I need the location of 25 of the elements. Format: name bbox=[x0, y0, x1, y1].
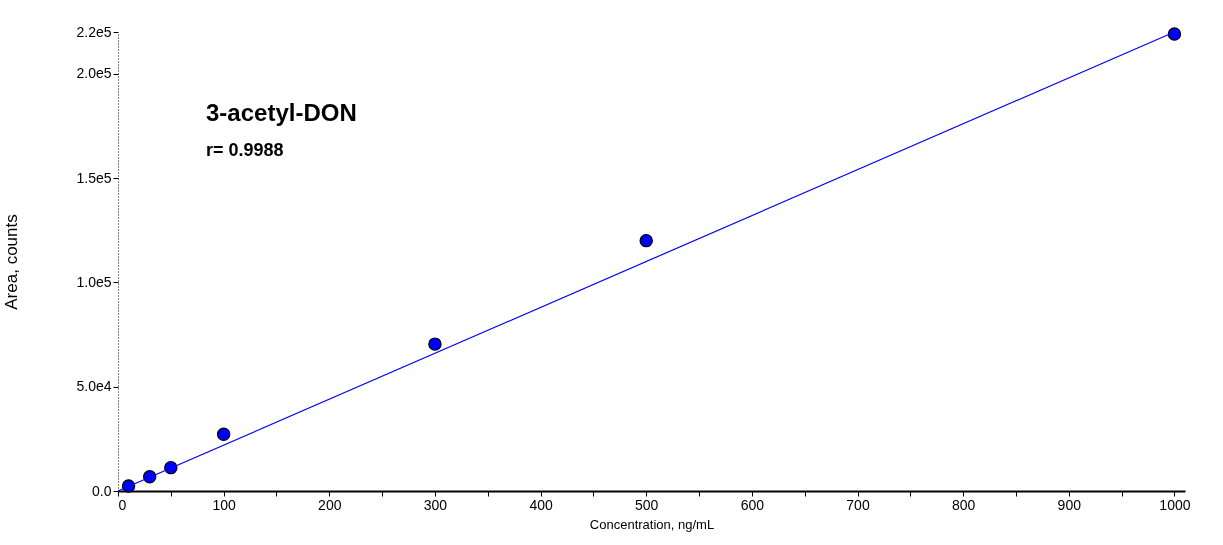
x-tick-label: 300 bbox=[423, 496, 448, 513]
point bbox=[428, 337, 442, 351]
point bbox=[639, 233, 653, 248]
y-axis-title: Area, counts bbox=[2, 214, 22, 310]
y-tick-label: 1.0e5 bbox=[76, 273, 112, 290]
x-tick-label: 900 bbox=[1057, 496, 1082, 513]
y-tick-label: 2.2e5 bbox=[76, 23, 112, 40]
x-tick-label: 0 bbox=[118, 496, 127, 513]
x-tick-label: 1000 bbox=[1159, 496, 1191, 513]
x-tick-label: 100 bbox=[212, 496, 237, 513]
x-axis-title: Concentration, ng/mL bbox=[589, 516, 715, 532]
y-tick-label: 5.0e4 bbox=[76, 378, 112, 395]
annotation: 3-acetyl-DON bbox=[206, 99, 357, 126]
annotation: r= 0.9988 bbox=[206, 140, 284, 160]
x-tick-label: 700 bbox=[846, 496, 870, 513]
y-tick-label: 2.0e5 bbox=[76, 65, 112, 82]
y-tick-label: 1.5e5 bbox=[76, 169, 112, 186]
point bbox=[216, 427, 231, 441]
y-tick-label: 0.0 bbox=[92, 482, 112, 499]
x-tick-label: 500 bbox=[635, 496, 659, 513]
x-tick-label: 800 bbox=[951, 496, 976, 513]
x-tick-label: 600 bbox=[740, 496, 765, 513]
x-tick-label: 400 bbox=[529, 496, 553, 513]
x-tick-label: 200 bbox=[318, 496, 342, 513]
point bbox=[1167, 27, 1182, 41]
